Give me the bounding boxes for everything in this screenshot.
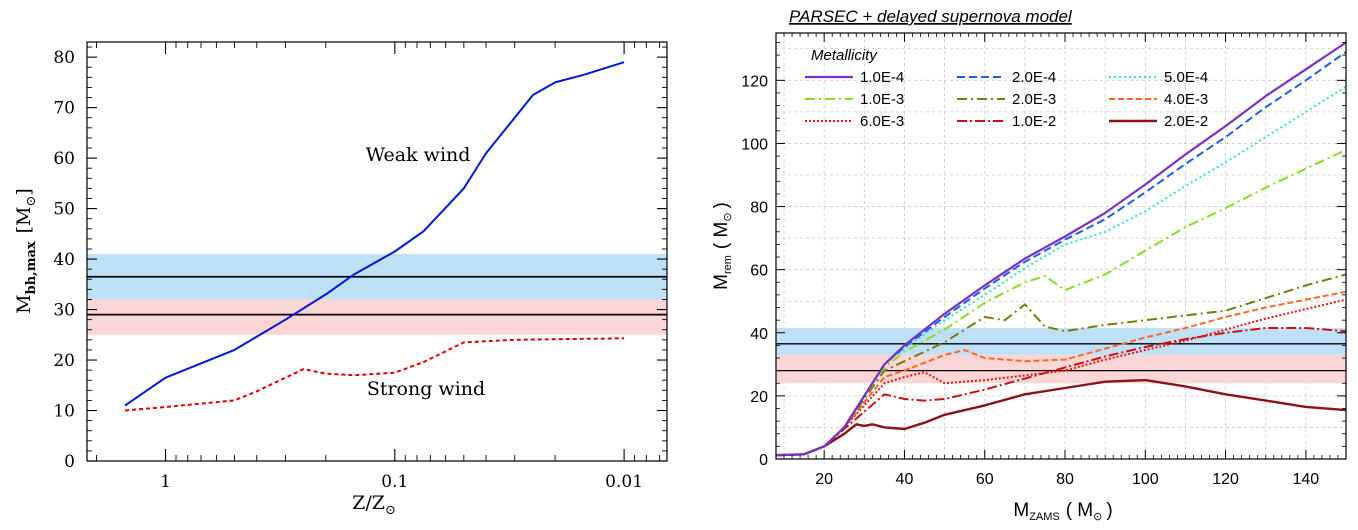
right-ytick-label: 20 — [750, 389, 768, 406]
right-x-axis-label-close: ) — [1106, 500, 1112, 521]
right-chart: PARSEC + delayed supernova model 20 40 60 8… — [711, 7, 1347, 523]
left-xtick-label: 1 — [160, 472, 171, 492]
right-ytick-label: 100 — [741, 136, 768, 153]
right-x-axis-label-sub: ZAMS — [1029, 511, 1060, 523]
left-ytick-label: 40 — [53, 250, 75, 270]
right-legend: Metallicity 1.0E-4 2.0E-4 5.0E-4 1.0E-3 2.0E… — [805, 47, 1208, 130]
right-y-axis-label-sub: rem — [722, 255, 734, 274]
right-ytick-label: 0 — [759, 452, 768, 469]
left-series-line-1 — [125, 337, 625, 412]
right-bands — [776, 328, 1346, 384]
legend-label-6.0E-3: 6.0E-3 — [860, 113, 904, 130]
right-band-0 — [776, 328, 1346, 355]
right-series-line-1.0E-4 — [775, 41, 1347, 457]
left-y-axis-label-sub: bh,max — [24, 241, 39, 294]
right-chart-title: PARSEC + delayed supernova model — [789, 7, 1073, 26]
right-reference-lines — [776, 343, 1346, 372]
left-ticks — [87, 42, 667, 462]
right-ytick-label: 80 — [750, 200, 768, 217]
left-ytick-label: 70 — [53, 99, 75, 119]
right-tick-labels: 20 40 60 80 100 120 140 0 20 40 60 80 100 120 — [741, 73, 1319, 488]
right-xtick-label: 60 — [976, 471, 994, 488]
legend-label-2.0E-2: 2.0E-2 — [1164, 113, 1208, 130]
left-annotation-weak: Weak wind — [366, 144, 471, 166]
right-x-axis-label: MZAMS ( M⊙) — [1013, 500, 1112, 523]
right-ytick-label: 120 — [741, 73, 768, 90]
left-ytick-label: 50 — [53, 200, 75, 220]
right-xtick-label: 40 — [896, 471, 914, 488]
right-y-axis-label-main: M — [711, 274, 732, 290]
right-y-axis-label-close: ) — [711, 202, 732, 208]
left-x-axis-label-main: Z/Z — [352, 492, 385, 514]
right-xtick-label: 140 — [1293, 471, 1320, 488]
left-xtick-label: 0.01 — [605, 472, 643, 492]
legend-label-1.0E-3: 1.0E-3 — [860, 91, 904, 108]
left-ytick-label: 30 — [53, 301, 75, 321]
left-plot-frame — [86, 41, 668, 462]
left-ytick-label: 20 — [53, 351, 75, 371]
legend-label-5.0E-4: 5.0E-4 — [1164, 69, 1208, 86]
right-ticks — [776, 33, 1346, 460]
right-series — [775, 41, 1347, 457]
legend-label-2.0E-3: 2.0E-3 — [1012, 91, 1056, 108]
left-series-line-0 — [124, 61, 625, 407]
right-series-line-2.0E-2 — [775, 378, 1347, 457]
left-reference-lines — [87, 275, 667, 316]
legend-title: Metallicity — [811, 47, 878, 64]
right-xtick-label: 80 — [1056, 471, 1074, 488]
legend-label-4.0E-3: 4.0E-3 — [1164, 91, 1208, 108]
right-x-axis-label-main: M — [1013, 500, 1029, 521]
right-xtick-label: 100 — [1132, 471, 1159, 488]
left-band-1 — [87, 299, 667, 335]
left-ytick-label: 0 — [64, 452, 75, 472]
right-ytick-label: 60 — [750, 263, 768, 280]
left-y-axis-label-close: ] — [13, 188, 35, 195]
right-plot-frame — [775, 32, 1347, 460]
left-ytick-label: 60 — [53, 149, 75, 169]
legend-label-1.0E-4: 1.0E-4 — [860, 69, 904, 86]
left-annotation-strong: Strong wind — [367, 378, 485, 400]
left-y-axis-label-unit: [M — [13, 206, 35, 233]
right-y-axis-label: Mrem ( M⊙) — [711, 202, 734, 290]
right-xtick-label: 20 — [815, 471, 833, 488]
left-x-axis-label-sub: ⊙ — [385, 503, 396, 518]
legend-label-2.0E-4: 2.0E-4 — [1012, 69, 1056, 86]
left-chart: 0 10 20 30 40 50 60 70 80 1 0.1 0.01 Weak wind Stro… — [13, 41, 668, 518]
right-x-axis-label-unit: ( M — [1066, 500, 1093, 521]
left-ytick-label: 10 — [53, 402, 75, 422]
right-y-axis-label-unit: ( M — [711, 222, 732, 249]
right-series-line-1.0E-3 — [775, 148, 1347, 457]
left-bands — [87, 254, 667, 335]
left-y-axis-label-unit-sub: ⊙ — [24, 196, 39, 207]
right-series-line-1.0E-2 — [775, 327, 1347, 457]
left-y-axis-label: Mbh,max [M⊙] — [13, 188, 39, 314]
left-ytick-label: 80 — [53, 48, 75, 68]
right-y-axis-label-unit-sub: ⊙ — [722, 212, 734, 221]
left-series — [124, 61, 625, 412]
right-ytick-label: 40 — [750, 326, 768, 343]
right-xtick-label: 120 — [1212, 471, 1239, 488]
legend-label-1.0E-2: 1.0E-2 — [1012, 113, 1056, 130]
left-x-axis-label: Z/Z⊙ — [352, 492, 396, 518]
left-xtick-label: 0.1 — [381, 472, 408, 492]
left-y-axis-label-main: M — [13, 294, 35, 313]
left-tick-labels: 0 10 20 30 40 50 60 70 80 1 0.1 0.01 — [53, 48, 643, 492]
right-x-axis-label-unit-sub: ⊙ — [1093, 511, 1102, 523]
